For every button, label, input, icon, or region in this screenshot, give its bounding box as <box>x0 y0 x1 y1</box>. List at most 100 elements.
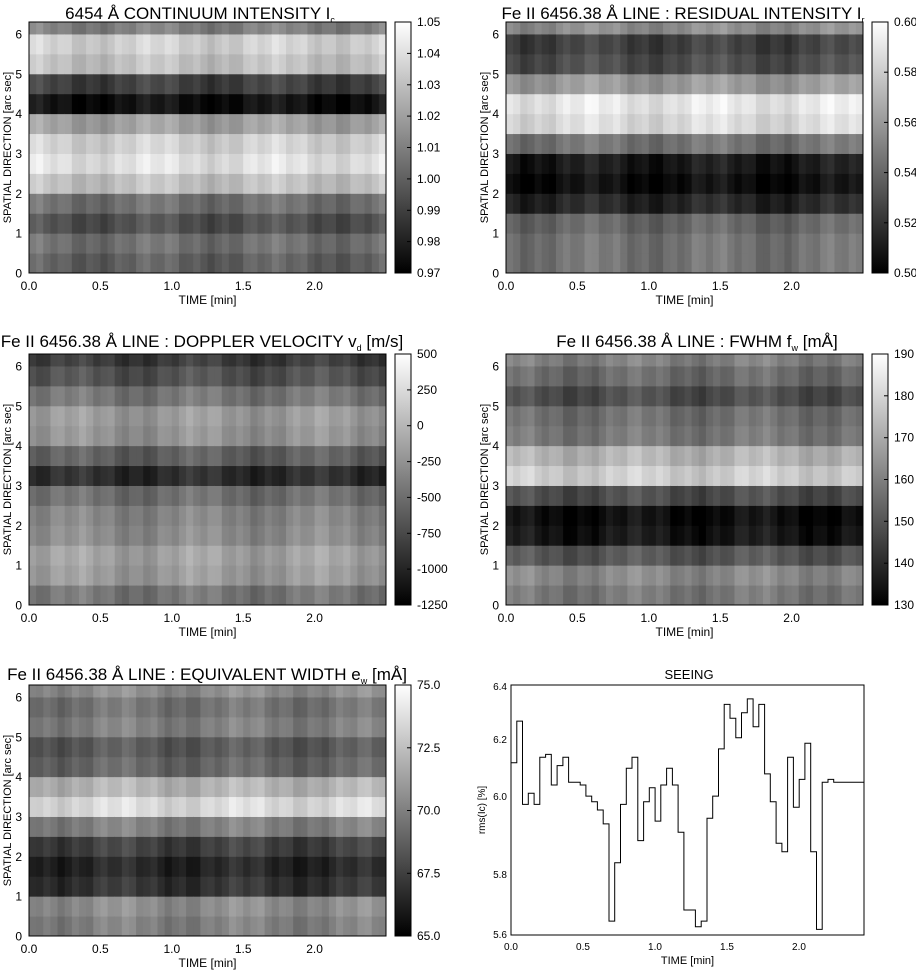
heatmap-cell <box>78 545 87 566</box>
heatmap-cell <box>513 133 521 154</box>
heatmap-cell <box>100 93 109 115</box>
heatmap-cell <box>343 193 351 214</box>
heatmap-cell <box>784 385 793 407</box>
heatmap-cell <box>364 233 373 254</box>
heatmap-cell <box>555 525 564 546</box>
heatmap-cell <box>541 505 550 526</box>
heatmap-cell <box>827 22 835 35</box>
heatmap-cell <box>371 565 380 586</box>
heatmap-cell <box>527 585 536 606</box>
y-axis-label: SPATIAL DIRECTION [arc sec] <box>479 404 491 555</box>
heatmap-cell <box>164 685 173 698</box>
heatmap-cell <box>307 696 316 718</box>
heatmap-cell <box>136 816 144 837</box>
heatmap-cell <box>36 213 44 234</box>
heatmap-cell <box>720 113 728 135</box>
heatmap-cell <box>770 565 778 586</box>
heatmap-cell <box>791 405 800 427</box>
heatmap-doppler-velocity <box>29 354 387 606</box>
heatmap-cell <box>186 896 194 917</box>
heatmap-cell <box>627 173 636 194</box>
heatmap-cell <box>43 736 51 758</box>
heatmap-cell <box>128 756 137 778</box>
heatmap-cell <box>378 896 387 917</box>
heatmap-cell <box>78 53 87 75</box>
heatmap-cell <box>207 776 216 798</box>
heatmap-cell <box>157 736 166 758</box>
heatmap-cell <box>114 736 123 758</box>
heatmap-cell <box>727 585 735 606</box>
heatmap-cell <box>613 193 621 214</box>
heatmap-cell <box>834 253 843 274</box>
heatmap-cell <box>784 253 793 274</box>
heatmap-cell <box>705 585 714 606</box>
heatmap-cell <box>278 796 287 817</box>
heatmap-cell <box>264 685 273 698</box>
heatmap-cell <box>314 113 323 135</box>
heatmap-cell <box>271 153 280 174</box>
heatmap-cell <box>257 736 266 758</box>
heatmap-cell <box>57 53 66 75</box>
heatmap-cell <box>350 213 358 234</box>
heatmap-cell <box>121 565 130 586</box>
heatmap-cell <box>93 696 101 718</box>
heatmap-cell <box>243 193 251 214</box>
heatmap-cell <box>271 736 280 758</box>
heatmap-cell <box>200 736 208 758</box>
heatmap-cell <box>78 465 87 486</box>
heatmap-cell <box>357 585 366 606</box>
heatmap-cell <box>336 685 344 698</box>
heatmap-cell <box>770 365 778 387</box>
heatmap-cell <box>827 465 835 486</box>
heatmap-cell <box>534 193 543 214</box>
heatmap-cell <box>855 73 864 95</box>
heatmap-cell <box>770 193 778 214</box>
heatmap-cell <box>605 193 614 214</box>
heatmap-cell <box>584 445 593 467</box>
heatmap-cell <box>143 736 151 758</box>
heatmap-cell <box>136 22 144 35</box>
heatmap-cell <box>705 565 714 586</box>
heatmap-cell <box>741 425 750 447</box>
heatmap-cell <box>720 485 728 506</box>
heatmap-cell <box>29 33 37 55</box>
heatmap-cell <box>271 876 280 897</box>
heatmap-cell <box>221 796 230 817</box>
heatmap-cell <box>627 365 636 387</box>
heatmap-cell <box>278 213 287 234</box>
heatmap-cell <box>855 193 864 214</box>
heatmap-cell <box>193 173 201 194</box>
heatmap-cell <box>734 193 743 214</box>
heatmap-cell <box>300 916 308 937</box>
heatmap-cell <box>29 173 37 194</box>
heatmap-cell <box>755 22 764 35</box>
heatmap-cell <box>71 585 80 606</box>
heatmap-cell <box>43 354 51 367</box>
heatmap-cell <box>50 505 59 526</box>
heatmap-cell <box>43 445 51 467</box>
heatmap-cell <box>841 485 850 506</box>
heatmap-cell <box>641 465 650 486</box>
heatmap-cell <box>207 896 216 917</box>
heatmap-cell <box>371 213 380 234</box>
heatmap-cell <box>364 213 373 234</box>
heatmap-cell <box>371 836 380 857</box>
heatmap-cell <box>705 173 714 194</box>
heatmap-cell <box>613 425 621 447</box>
heatmap-cell <box>214 736 223 758</box>
heatmap-cell <box>286 22 294 35</box>
heatmap-cell <box>164 425 173 447</box>
heatmap-cell <box>641 22 650 35</box>
heatmap-cell <box>107 53 116 75</box>
heatmap-cell <box>207 93 216 115</box>
heatmap-cell <box>598 485 607 506</box>
x-tick-label: 2.0 <box>306 611 323 625</box>
heatmap-cell <box>684 53 693 75</box>
heatmap-cell <box>641 173 650 194</box>
heatmap-cell <box>698 585 707 606</box>
heatmap-cell <box>300 545 308 566</box>
y-tick-label: 2 <box>15 850 22 864</box>
heatmap-cell <box>378 93 387 115</box>
heatmap-cell <box>186 22 194 35</box>
heatmap-cell <box>128 385 137 407</box>
